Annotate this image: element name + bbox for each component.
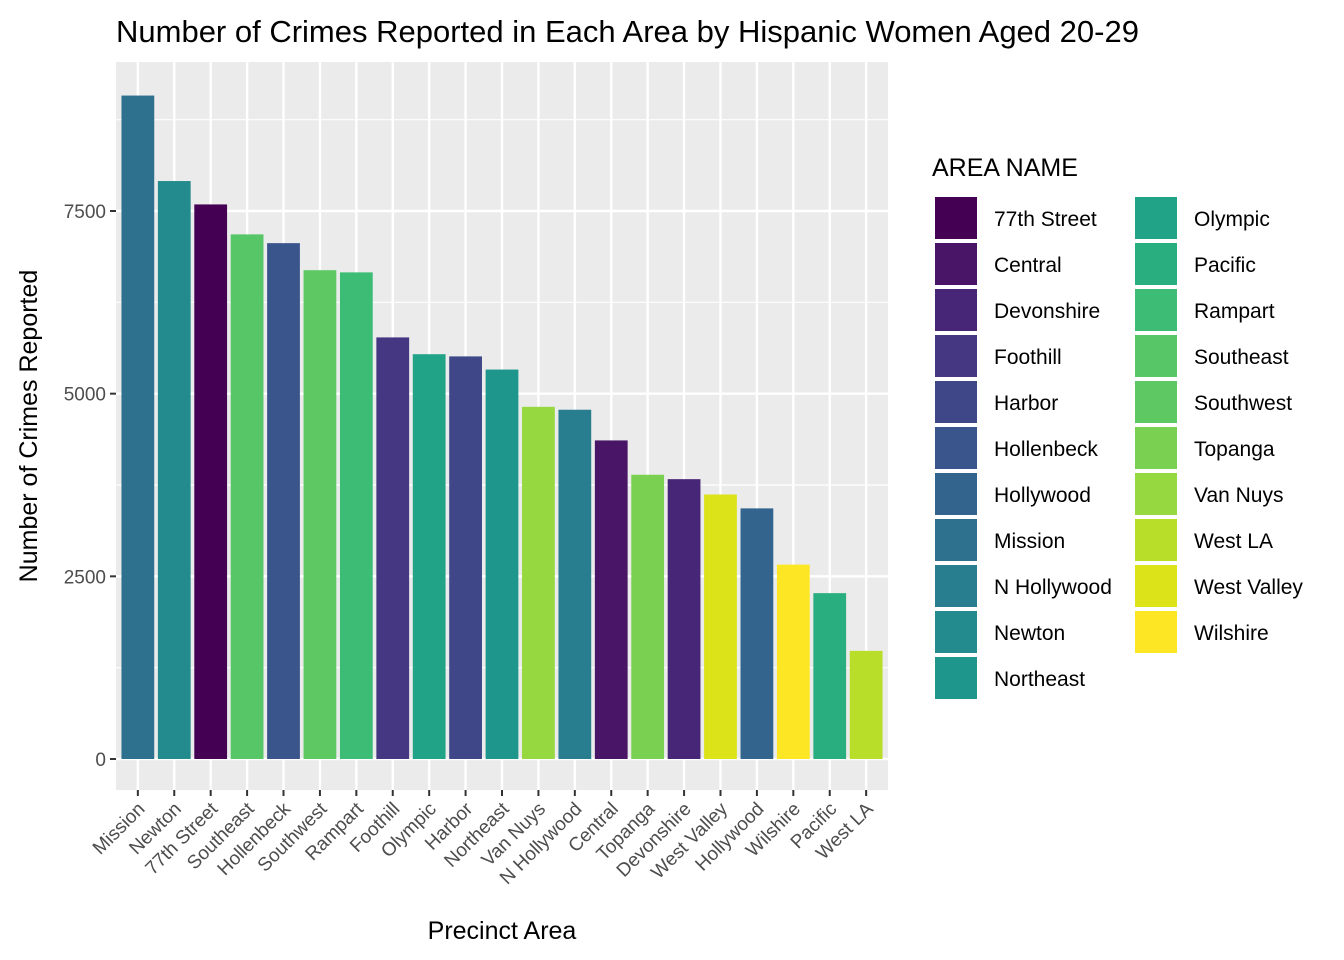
bar-west-valley	[704, 494, 737, 759]
y-tick-label: 7500	[64, 202, 106, 223]
legend-label: N Hollywood	[994, 576, 1112, 599]
bar-southeast	[230, 234, 264, 759]
bar-harbor	[449, 356, 482, 759]
bar-hollenbeck	[267, 243, 300, 759]
bars	[121, 95, 883, 759]
bar-van-nuys	[522, 406, 555, 759]
legend-key	[933, 241, 979, 287]
bar-mission	[121, 95, 155, 759]
bar-n-hollywood	[558, 409, 592, 759]
legend-label: Topanga	[1194, 438, 1275, 461]
legend-label: Foothill	[994, 346, 1062, 369]
legend-key	[933, 333, 979, 379]
legend-label: Wilshire	[1194, 622, 1269, 645]
legend-key	[933, 287, 979, 333]
bar-pacific	[813, 593, 847, 759]
bar-northeast	[485, 369, 519, 759]
y-axis-title: Number of Crimes Reported	[15, 270, 43, 583]
legend-key	[1133, 379, 1179, 425]
legend-key	[1133, 195, 1179, 241]
legend-label: Southeast	[1194, 346, 1289, 369]
legend-key	[1133, 609, 1179, 655]
y-tick-label: 0	[95, 750, 106, 771]
legend-key	[1133, 425, 1179, 471]
legend-key	[933, 425, 979, 471]
bar-rampart	[339, 272, 373, 759]
legend-label: Hollywood	[994, 484, 1091, 507]
legend-label: West Valley	[1194, 576, 1303, 599]
bar-west-la	[849, 650, 883, 759]
legend-key	[1133, 563, 1179, 609]
legend-key	[933, 609, 979, 655]
legend-items: 77th Street Central Devonshire Foothill Harb…	[933, 195, 1303, 701]
legend-label: Southwest	[1194, 392, 1292, 415]
legend-label: Devonshire	[994, 300, 1100, 323]
legend-label: Harbor	[994, 392, 1058, 415]
legend-key	[933, 379, 979, 425]
legend-label: Newton	[994, 622, 1065, 645]
legend-label: Hollenbeck	[994, 438, 1098, 461]
legend-label: 77th Street	[994, 208, 1097, 231]
legend-key	[1133, 241, 1179, 287]
legend-key	[1133, 333, 1179, 379]
legend-label: Mission	[994, 530, 1065, 553]
bar-topanga	[631, 474, 665, 759]
bar-olympic	[412, 354, 446, 759]
bar-central	[594, 440, 628, 759]
legend-label: West LA	[1194, 530, 1273, 553]
legend-label: Van Nuys	[1194, 484, 1284, 507]
bar-newton	[157, 181, 191, 759]
legend: AREA NAME 77th Street Central Devonshire Fo…	[932, 154, 1303, 701]
legend-key	[1133, 517, 1179, 563]
bar-devonshire	[667, 479, 701, 759]
bar-wilshire	[776, 564, 810, 759]
legend-label: Central	[994, 254, 1062, 277]
legend-key	[933, 517, 979, 563]
legend-key	[1133, 471, 1179, 517]
x-axis-title: Precinct Area	[428, 917, 577, 945]
bar-77th-street	[194, 204, 228, 759]
bar-southwest	[303, 270, 337, 759]
bar-hollywood	[740, 508, 774, 759]
legend-key	[933, 471, 979, 517]
y-tick-label: 2500	[64, 567, 106, 588]
legend-label: Rampart	[1194, 300, 1275, 323]
legend-key	[933, 655, 979, 701]
legend-key	[1133, 287, 1179, 333]
legend-label: Northeast	[994, 668, 1085, 691]
y-axis: 0 2500 5000 7500	[64, 202, 116, 771]
legend-key	[933, 195, 979, 241]
legend-label: Pacific	[1194, 254, 1256, 277]
chart-title: Number of Crimes Reported in Each Area b…	[116, 14, 1139, 49]
legend-key	[933, 563, 979, 609]
bar-foothill	[376, 337, 410, 759]
y-tick-label: 5000	[64, 385, 106, 406]
legend-title: AREA NAME	[932, 154, 1078, 182]
legend-label: Olympic	[1194, 208, 1270, 231]
